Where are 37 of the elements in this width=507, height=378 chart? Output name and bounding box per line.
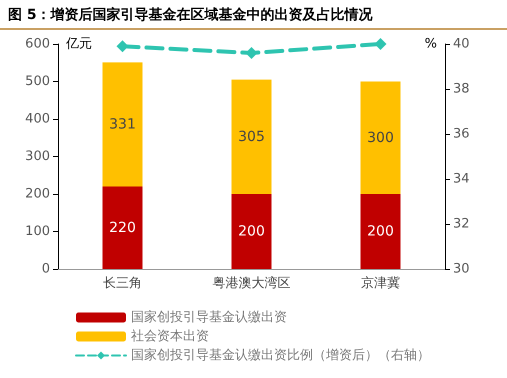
bar bbox=[360, 82, 400, 194]
y-axis-title: 亿元 bbox=[65, 36, 92, 52]
y2-tick-label: 34 bbox=[453, 172, 470, 186]
y2-tick-label: 30 bbox=[453, 262, 470, 276]
data-label: 300 bbox=[367, 130, 394, 146]
y-tick-label: 200 bbox=[25, 186, 50, 202]
y2-axis-title: % bbox=[424, 36, 437, 52]
x-tick-label: 长三角 bbox=[103, 276, 142, 291]
bar bbox=[102, 62, 142, 186]
y2-tick-label: 40 bbox=[453, 36, 470, 52]
bar bbox=[102, 186, 142, 269]
y-tick-label: 600 bbox=[25, 36, 50, 52]
data-label: 200 bbox=[238, 224, 265, 240]
bar bbox=[232, 80, 272, 194]
y-tick-label: 100 bbox=[25, 224, 50, 239]
y-tick-label: 300 bbox=[25, 149, 50, 164]
point bbox=[116, 40, 128, 52]
y2-tick-label: 36 bbox=[453, 126, 470, 142]
x-tick-label: 粤港澳大湾区 bbox=[212, 275, 290, 291]
data-label: 305 bbox=[238, 128, 265, 145]
bar bbox=[232, 194, 272, 269]
y2-tick-label: 32 bbox=[453, 216, 470, 232]
y-tick-label: 0 bbox=[42, 262, 50, 276]
data-label: 331 bbox=[109, 116, 136, 132]
chart-title: 图 5：增资后国家引导基金在区域基金中的出资及占比情况 bbox=[0, 0, 507, 30]
y-tick-label: 500 bbox=[25, 74, 50, 89]
legend-label: 国家创投引导基金认缴出资 bbox=[131, 309, 287, 325]
x-tick-label: 京津冀 bbox=[361, 276, 400, 291]
point bbox=[374, 38, 386, 50]
legend-label: 国家创投引导基金认缴出资比例（增资后）（右轴） bbox=[131, 347, 430, 363]
bar bbox=[360, 194, 400, 269]
y2-tick-label: 38 bbox=[453, 82, 470, 96]
y-tick-label: 400 bbox=[25, 112, 50, 126]
point bbox=[246, 47, 258, 59]
data-label: 220 bbox=[109, 220, 136, 236]
data-label: 200 bbox=[367, 224, 394, 240]
legend-label: 社会资本出资 bbox=[131, 329, 209, 344]
